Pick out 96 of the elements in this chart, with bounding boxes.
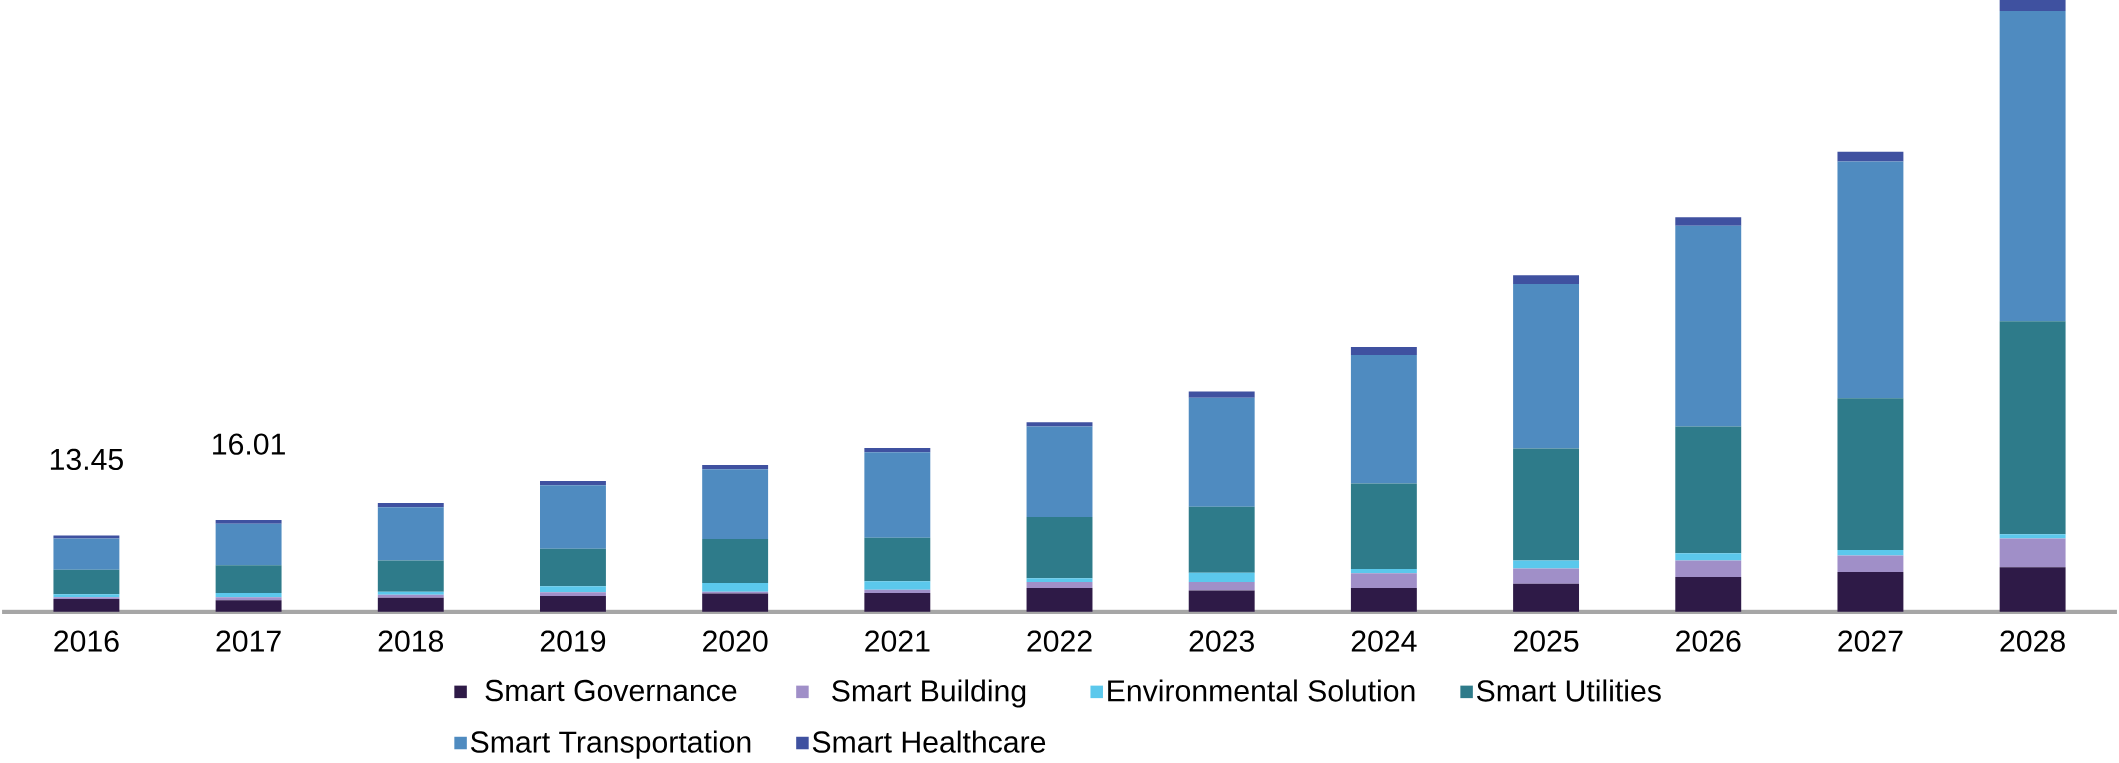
bar [1513, 583, 1580, 613]
bar [1350, 569, 1417, 574]
bar [215, 565, 282, 594]
bar [377, 507, 444, 561]
bar [540, 481, 606, 486]
x-tick-label: 2017 [216, 630, 281, 653]
x-tick-label: 2025 [1513, 630, 1579, 653]
bar [1999, 567, 2066, 613]
x-tick-label: 2028 [2000, 630, 2065, 653]
bar [702, 539, 769, 584]
bar [1188, 582, 1255, 591]
annotation: 16.01 [213, 433, 285, 456]
bar [1188, 506, 1255, 573]
bar [864, 590, 931, 594]
bar [377, 560, 444, 592]
bar [1675, 553, 1742, 561]
bar [377, 598, 444, 613]
x-tick-label: 2016 [54, 630, 119, 653]
bar [1837, 572, 1904, 613]
x-tick-label: 2024 [1351, 630, 1417, 653]
bar [377, 503, 444, 508]
bar [702, 583, 769, 592]
bar [1350, 573, 1417, 589]
bar [1188, 391, 1255, 398]
bar [1513, 568, 1580, 584]
bar [1837, 550, 1904, 556]
bar [1999, 11, 2066, 322]
legend-label: Environmental Solution [1108, 679, 1415, 702]
bar [1026, 582, 1093, 589]
bar [1837, 398, 1904, 551]
bar [1999, 534, 2066, 539]
bar [864, 538, 931, 582]
bar [1026, 588, 1093, 613]
bar [540, 485, 606, 550]
bar [1188, 572, 1255, 583]
bar [1837, 152, 1904, 162]
bar [215, 524, 282, 566]
bar [53, 538, 120, 570]
bar [1350, 355, 1417, 484]
bar [1026, 517, 1093, 579]
bar [53, 569, 120, 595]
bar [1026, 422, 1093, 427]
bar [864, 593, 931, 613]
bar [1188, 397, 1255, 507]
bar [215, 593, 282, 598]
bar [1999, 321, 2066, 535]
bar [1513, 275, 1580, 285]
bar [1350, 483, 1417, 570]
annotation: 13.45 [50, 448, 123, 471]
bar [1350, 347, 1417, 356]
bar [1675, 426, 1742, 554]
bar [864, 448, 931, 453]
x-tick-label: 2018 [378, 630, 444, 653]
bar [377, 591, 444, 595]
bar [540, 586, 606, 593]
legend-label: Smart Utilities [1476, 679, 1661, 702]
bar [377, 594, 444, 599]
bar [1513, 448, 1580, 561]
bar [215, 600, 282, 613]
x-tick-label: 2019 [540, 630, 606, 653]
bar [1837, 161, 1904, 399]
x-tick-label: 2023 [1189, 630, 1254, 653]
bar [1675, 560, 1742, 578]
bar [53, 535, 120, 539]
legend-label: Smart Building [832, 679, 1026, 708]
legend-label: Smart Transportation [470, 730, 751, 759]
bar [702, 469, 769, 540]
bar [702, 593, 769, 613]
bar [1999, 0, 2066, 12]
bar [215, 597, 282, 601]
x-tick-label: 2020 [703, 630, 768, 653]
bar [864, 452, 931, 539]
bar [1188, 590, 1255, 613]
bar [1999, 538, 2066, 568]
bar [540, 596, 606, 613]
bar [1026, 426, 1093, 518]
bar [1026, 578, 1093, 583]
bar [1675, 217, 1742, 227]
bar [702, 465, 769, 470]
x-tick-label: 2021 [865, 630, 930, 653]
bar [540, 592, 606, 597]
x-tick-label: 2027 [1838, 630, 1903, 653]
legend-label: Smart Healthcare [812, 730, 1046, 754]
bar [1675, 577, 1742, 613]
bar [864, 581, 931, 591]
bar [1837, 555, 1904, 573]
bar [53, 599, 120, 613]
bar [215, 520, 282, 525]
bar [1513, 284, 1580, 449]
x-tick-label: 2022 [1027, 630, 1092, 653]
x-tick-label: 2026 [1676, 630, 1741, 653]
bar [540, 549, 606, 587]
bar [1350, 588, 1417, 613]
legend-label: Smart Governance [485, 680, 737, 702]
bar [1675, 226, 1742, 427]
bar [1513, 560, 1580, 569]
